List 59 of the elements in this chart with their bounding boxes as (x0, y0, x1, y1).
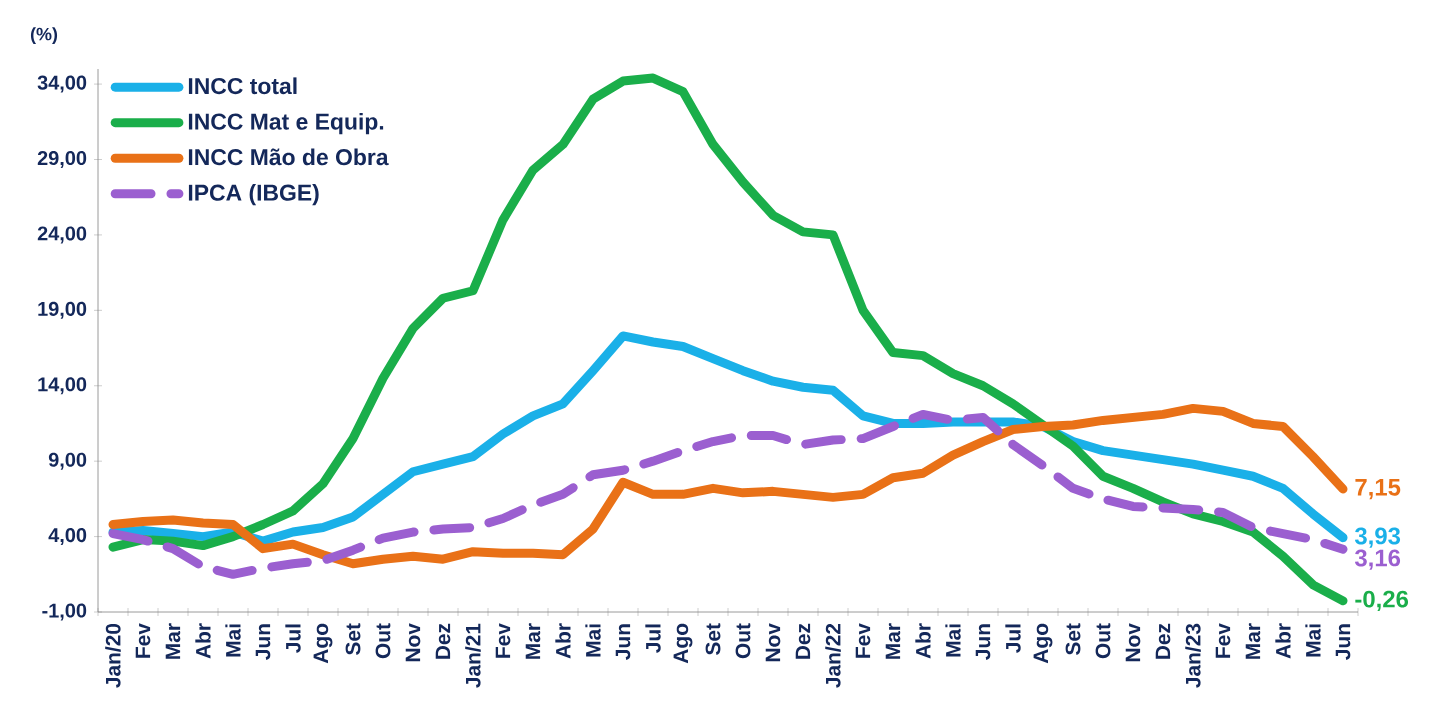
x-tick-label: Abr (195, 623, 211, 659)
x-tick-label: Fev (495, 623, 511, 658)
x-tick-label: Ago (313, 623, 333, 664)
x-tick-label: Dez (1155, 623, 1171, 659)
x-tick-label: Jan/21 (465, 623, 481, 688)
x-tick-label: Out (375, 623, 391, 659)
y-tick-label: 19,00 (38, 301, 87, 319)
legend-label: INCC total (188, 77, 297, 95)
x-tick-label: Mar (165, 623, 181, 659)
x-tick-label: Mar (525, 623, 541, 659)
x-tick-label: Mai (945, 624, 961, 657)
y-tick-label: -1,00 (42, 603, 87, 621)
x-tick-label: Out (1095, 623, 1111, 659)
x-tick-label: Set (1065, 623, 1081, 655)
data-label: -0,26 (1355, 590, 1409, 612)
x-tick-label: Set (345, 623, 361, 655)
x-tick-label: Jan/23 (1185, 623, 1201, 688)
x-tick-label: Mai (1305, 624, 1321, 657)
x-tick-label: Fev (855, 623, 871, 658)
x-tick-label: Out (735, 623, 751, 659)
x-tick-label: Nov (765, 623, 781, 662)
y-tick-label: 14,00 (38, 377, 87, 395)
x-tick-label: Jul (1005, 624, 1021, 653)
x-tick-label: Ago (673, 623, 693, 664)
legend-label: INCC Mat e Equip. (188, 112, 384, 135)
x-tick-label: Fev (135, 623, 151, 658)
data-label: 7,15 (1355, 479, 1401, 500)
x-tick-label: Dez (435, 623, 451, 659)
x-tick-label: Jan/20 (105, 623, 121, 688)
x-tick-label: Nov (405, 623, 421, 662)
y-tick-label: 4,00 (48, 528, 87, 546)
x-tick-label: Nov (1125, 623, 1141, 662)
x-tick-label: Mai (225, 624, 241, 657)
x-tick-label: Mai (585, 624, 601, 657)
x-tick-label: Fev (1215, 623, 1231, 658)
x-tick-label: Dez (795, 623, 811, 659)
x-tick-label: Jun (615, 624, 631, 660)
x-tick-label: Abr (915, 623, 931, 659)
x-tick-label: Abr (1275, 623, 1291, 659)
y-tick-label: 29,00 (37, 151, 87, 169)
x-tick-label: Jul (285, 624, 301, 653)
y-tick-label: 9,00 (48, 452, 87, 470)
x-tick-label: Set (705, 623, 721, 655)
y-tick-label: 24,00 (37, 226, 87, 244)
data-label: 3,93 (1354, 527, 1401, 548)
x-tick-label: Jan/22 (825, 623, 841, 688)
data-label: 3,16 (1354, 549, 1401, 570)
y-axis-title: (%) (30, 27, 58, 44)
y-tick-label: 34,00 (37, 75, 87, 93)
x-tick-label: Jun (1335, 624, 1351, 660)
legend-label: INCC Mão de Obra (188, 148, 389, 166)
x-tick-label: Jun (975, 624, 991, 660)
x-tick-label: Ago (1033, 623, 1053, 664)
legend-label: IPCA (IBGE) (188, 183, 319, 206)
x-tick-label: Jul (645, 624, 661, 653)
x-tick-label: Abr (555, 623, 571, 659)
x-tick-label: Mar (885, 623, 901, 659)
x-tick-label: Mar (1245, 623, 1261, 659)
x-tick-label: Jun (255, 624, 271, 660)
